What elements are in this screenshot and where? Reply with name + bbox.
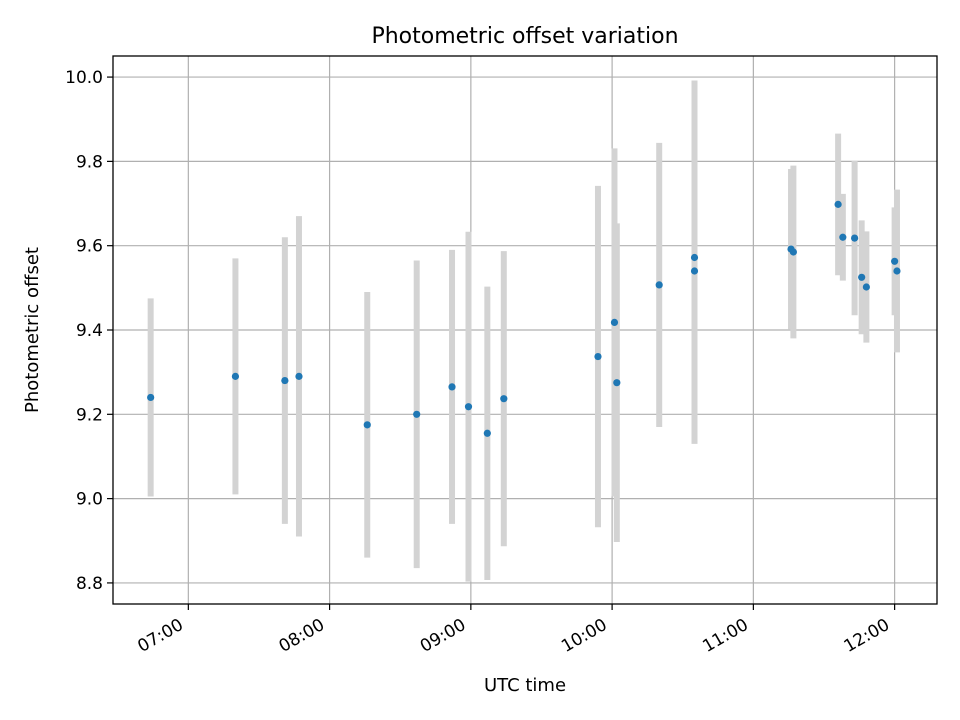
data-point bbox=[594, 352, 602, 361]
data-point bbox=[891, 257, 899, 265]
data-point bbox=[851, 234, 859, 242]
y-tick-label: 9.0 bbox=[76, 490, 103, 510]
data-point bbox=[834, 200, 842, 208]
data-point bbox=[839, 233, 847, 241]
data-point bbox=[858, 273, 866, 281]
data-point bbox=[413, 410, 421, 418]
y-tick-label: 9.6 bbox=[76, 237, 103, 257]
data-point bbox=[500, 395, 508, 403]
data-point bbox=[613, 379, 621, 387]
y-tick-label: 10.0 bbox=[65, 68, 103, 88]
data-point bbox=[448, 383, 456, 391]
y-axis-label: Photometric offset bbox=[22, 247, 43, 413]
y-tick-label: 9.2 bbox=[76, 405, 103, 425]
data-point bbox=[147, 393, 155, 402]
data-point bbox=[464, 403, 473, 411]
x-axis-label: UTC time bbox=[484, 675, 566, 696]
data-point bbox=[789, 248, 797, 256]
data-point bbox=[610, 318, 619, 327]
data-point bbox=[295, 372, 303, 380]
data-point bbox=[690, 267, 699, 275]
data-point bbox=[862, 283, 870, 291]
data-points bbox=[147, 200, 901, 437]
data-point bbox=[893, 267, 901, 275]
y-tick-label: 8.8 bbox=[76, 574, 103, 594]
data-point bbox=[281, 376, 289, 385]
data-point bbox=[363, 421, 371, 429]
data-point bbox=[483, 429, 491, 437]
data-point bbox=[690, 253, 699, 262]
data-point bbox=[655, 281, 663, 289]
y-axis-ticks: 8.8 9.0 9.2 9.4 9.6 9.8 10.0 bbox=[65, 68, 113, 594]
y-tick-label: 9.4 bbox=[76, 321, 103, 341]
y-tick-label: 9.8 bbox=[76, 152, 103, 172]
chart-title: Photometric offset variation bbox=[371, 24, 678, 49]
data-point bbox=[231, 372, 240, 380]
